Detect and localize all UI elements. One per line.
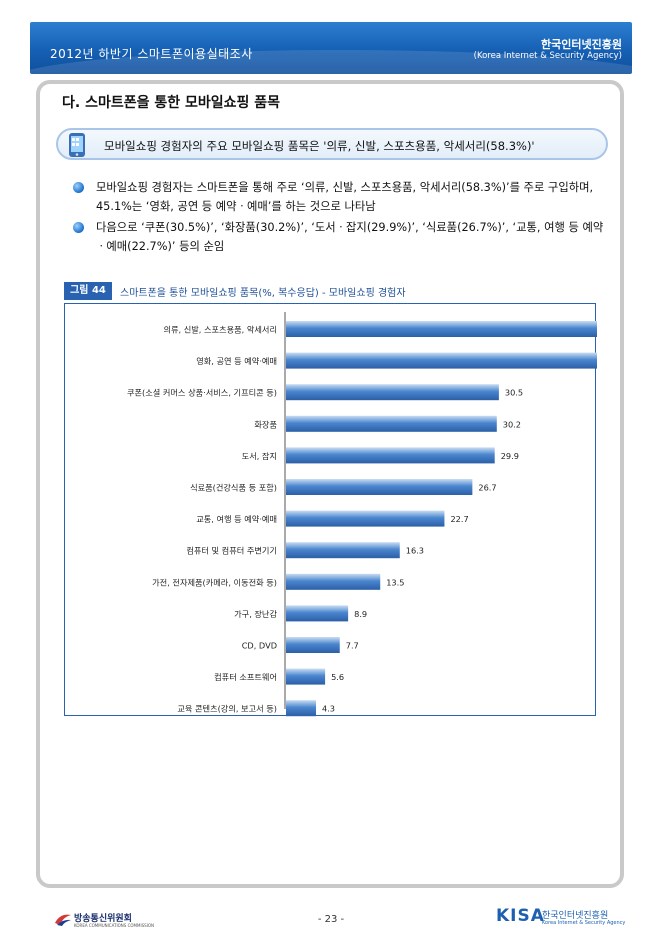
category-label: 식료품(건강식품 등 포함) xyxy=(190,483,277,493)
value-label: 13.5 xyxy=(386,577,404,587)
bar xyxy=(286,321,597,337)
chart-container: 의류, 신발, 스포츠용품, 악세서리58.3영화, 공연 등 예약·예매45.… xyxy=(64,303,597,717)
category-label: 의류, 신발, 스포츠용품, 악세서리 xyxy=(163,325,277,335)
page-number: - 23 - xyxy=(317,914,345,925)
value-label: 22.7 xyxy=(450,514,468,524)
bar xyxy=(286,668,326,685)
org-name: 한국인터넷진흥원 xyxy=(541,38,622,51)
kcc-logo-icon xyxy=(55,914,71,926)
bar xyxy=(286,447,495,464)
footer-left-org-en: KOREA COMMUNICATIONS COMMISSION xyxy=(74,923,155,928)
category-label: 도서, 잡지 xyxy=(242,451,277,461)
bullet-text: 모바일쇼핑 경험자는 스마트폰을 통해 주로 ‘의류, 신발, 스포츠용품, 악… xyxy=(96,181,594,213)
summary-text: 모바일쇼핑 경험자의 주요 모바일쇼핑 품목은 '의류, 신발, 스포츠용품, … xyxy=(104,139,535,153)
figure-title: 스마트폰을 통한 모바일쇼핑 품목(%, 복수응답) - 모바일쇼핑 경험자 xyxy=(120,288,406,299)
category-label: 쿠폰(소셜 커머스 상품·서비스, 기프티콘 등) xyxy=(127,388,277,398)
section-title: 다. 스마트폰을 통한 모바일쇼핑 품목 xyxy=(62,95,281,111)
category-label: 가전, 전자제품(카메라, 이동전화 등) xyxy=(152,577,277,587)
footer-right-org-en: Korea Internet & Security Agency xyxy=(542,920,626,926)
bullet-dot-icon xyxy=(73,182,84,193)
value-label: 4.3 xyxy=(322,704,335,714)
value-label: 7.7 xyxy=(346,641,359,651)
category-label: 가구, 장난감 xyxy=(234,609,277,619)
bar xyxy=(286,573,381,590)
category-label: 교육 콘텐츠(강의, 보고서 등) xyxy=(177,704,277,714)
value-label: 8.9 xyxy=(354,609,367,619)
bar xyxy=(286,510,445,527)
bar xyxy=(286,479,473,495)
kisa-logo-text: KISA xyxy=(496,906,545,926)
bar-chart: 의류, 신발, 스포츠용품, 악세서리58.3영화, 공연 등 예약·예매45.… xyxy=(127,312,597,717)
footer-right-logo: KISA 한국인터넷진흥원 Korea Internet & Security … xyxy=(496,906,626,930)
value-label: 30.5 xyxy=(505,388,523,398)
header-banner: 2012년 하반기 스마트폰이용실태조사 한국인터넷진흥원 (Korea Int… xyxy=(30,22,632,74)
survey-title: 2012년 하반기 스마트폰이용실태조사 xyxy=(50,47,253,61)
bullet-item: 모바일쇼핑 경험자는 스마트폰을 통해 주로 ‘의류, 신발, 스포츠용품, 악… xyxy=(70,178,606,216)
category-label: 교통, 여행 등 예약·예매 xyxy=(196,514,277,524)
bar xyxy=(286,605,349,622)
smartphone-icon xyxy=(69,133,85,157)
bullet-list: 모바일쇼핑 경험자는 스마트폰을 통해 주로 ‘의류, 신발, 스포츠용품, 악… xyxy=(70,178,606,258)
bar xyxy=(286,352,597,369)
org-name-en: (Korea Internet & Security Agency) xyxy=(473,51,622,61)
bar xyxy=(286,637,340,653)
value-label: 5.6 xyxy=(331,672,344,682)
category-label: 컴퓨터 및 컴퓨터 주변기기 xyxy=(186,546,277,556)
value-label: 29.9 xyxy=(501,451,519,461)
figure-tag: 그림 44 xyxy=(64,282,112,300)
value-label: 16.3 xyxy=(406,546,424,556)
value-label: 26.7 xyxy=(478,483,496,493)
footer-right-org: 한국인터넷진흥원 xyxy=(542,911,609,921)
category-label: CD, DVD xyxy=(242,641,277,651)
footer-left-org: 방송통신위원회 xyxy=(74,914,132,924)
footer-left-logo: 방송통신위원회 KOREA COMMUNICATIONS COMMISSION xyxy=(54,909,174,931)
category-label: 컴퓨터 소프트웨어 xyxy=(214,672,277,682)
bullet-item: 다음으로 ‘쿠폰(30.5%)’, ‘화장품(30.2%)’, ‘도서ㆍ잡지(2… xyxy=(70,218,606,256)
category-label: 화장품 xyxy=(254,419,277,429)
bar xyxy=(286,384,499,401)
bullet-text: 다음으로 ‘쿠폰(30.5%)’, ‘화장품(30.2%)’, ‘도서ㆍ잡지(2… xyxy=(96,221,604,253)
bullet-dot-icon xyxy=(73,222,84,233)
bar xyxy=(286,415,497,432)
category-label: 영화, 공연 등 예약·예매 xyxy=(196,356,277,366)
bar xyxy=(286,542,400,559)
summary-box: 모바일쇼핑 경험자의 주요 모바일쇼핑 품목은 '의류, 신발, 스포츠용품, … xyxy=(56,128,608,160)
value-label: 30.2 xyxy=(503,419,521,429)
bar xyxy=(286,700,317,717)
